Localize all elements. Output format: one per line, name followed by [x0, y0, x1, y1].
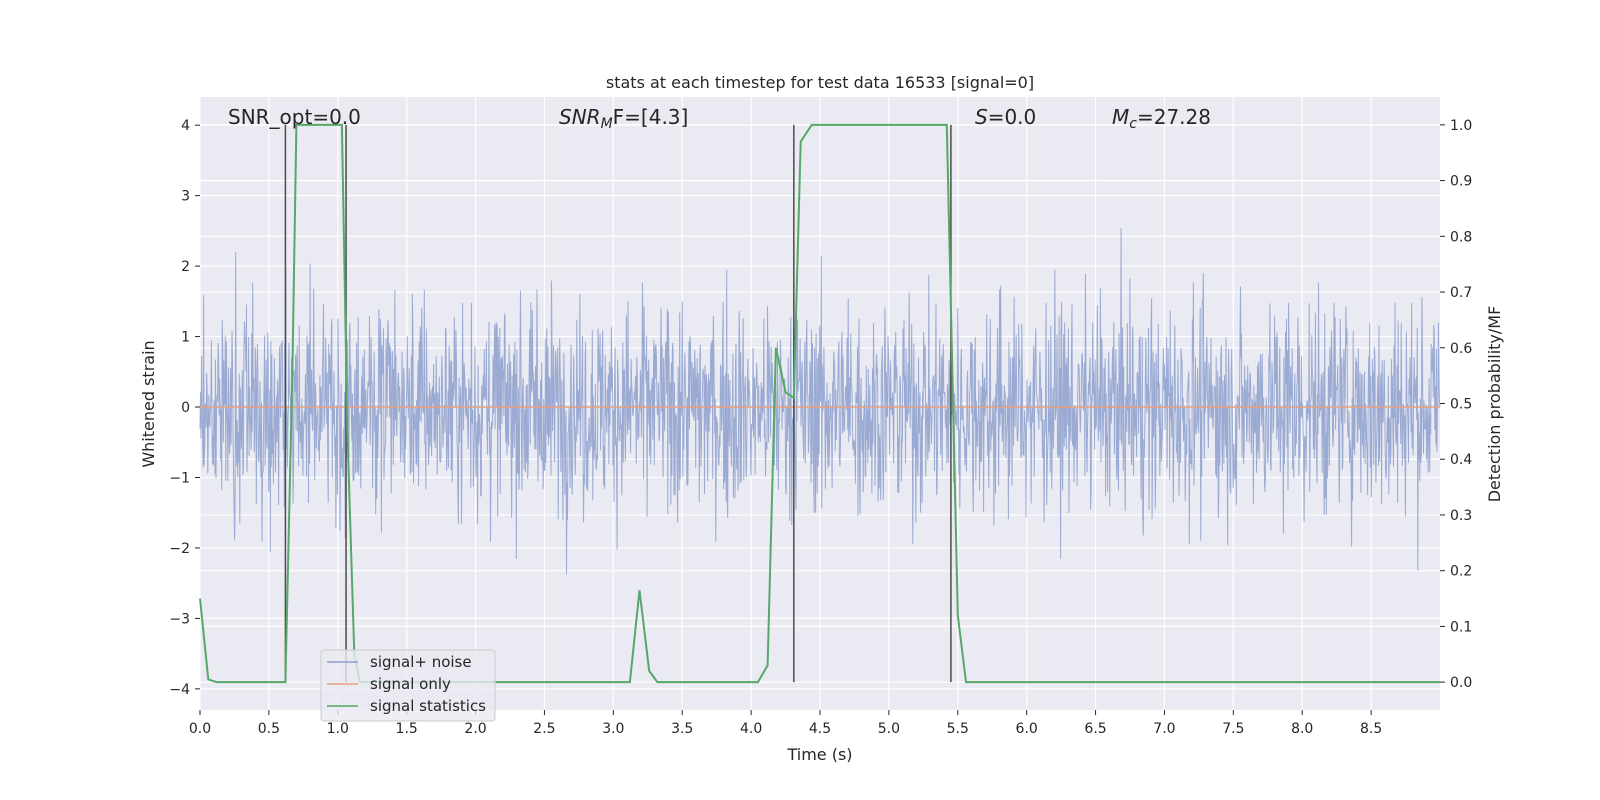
- y2-axis-label: Detection probability/MF: [1485, 306, 1504, 503]
- x-tick-label: 2.5: [533, 721, 555, 737]
- legend-label-noise: signal+ noise: [370, 653, 472, 671]
- legend-label-signal-statistics: signal statistics: [370, 697, 486, 715]
- x-tick-label: 1.5: [396, 721, 418, 737]
- x-tick-label: 6.0: [1016, 721, 1038, 737]
- x-tick-label: 0.0: [189, 721, 211, 737]
- x-tick-label: 6.5: [1084, 721, 1106, 737]
- signal-statistics-series: [199, 123, 1440, 684]
- y-axis-ticks: 4 3 2 1 0 −1 −2 −3 −4: [169, 118, 200, 698]
- x-tick-label: 4.5: [809, 721, 831, 737]
- y-tick-label: 1: [181, 330, 190, 346]
- legend-box: [320, 649, 496, 722]
- x-axis-ticks: 0.0 0.5 1.0 1.5 2.0 2.5 3.0 3.5 4.0 4.5 5.0 5.5 6.0 6…: [189, 710, 1382, 737]
- x-tick-label: 5.0: [878, 721, 900, 737]
- y2-tick-label: 0.3: [1450, 508, 1472, 524]
- x-tick-label: 7.5: [1222, 721, 1244, 737]
- noise-series: [199, 227, 1441, 575]
- y-tick-label: 0: [181, 400, 190, 416]
- snr-mf-sub: M: [601, 116, 613, 132]
- y2-tick-label: 0.8: [1450, 229, 1472, 245]
- y-tick-label: −4: [169, 682, 190, 698]
- s-value: =0.0: [988, 105, 1037, 129]
- y2-tick-label: 0.4: [1450, 452, 1472, 468]
- chart-title: stats at each timestep for test data 165…: [606, 73, 1034, 92]
- x-tick-label: 4.0: [740, 721, 762, 737]
- mc-value: =27.28: [1137, 105, 1211, 129]
- y2-tick-label: 0.6: [1450, 341, 1472, 357]
- noise-trace: [199, 227, 1441, 575]
- snr-mf-value: F=[4.3]: [613, 105, 689, 129]
- snr-mf-label: SNR: [559, 105, 601, 129]
- x-axis-label: Time (s): [786, 745, 852, 764]
- annotation-s: S=0.0: [975, 105, 1036, 129]
- y-tick-label: 2: [181, 259, 190, 275]
- y2-tick-label: 0.7: [1450, 285, 1472, 301]
- s-label: S: [975, 105, 988, 129]
- annotation-snr-mf: SNRMF=[4.3]: [559, 105, 688, 132]
- x-tick-label: 2.0: [464, 721, 486, 737]
- legend-label-signal-only: signal only: [370, 675, 451, 693]
- mc-sub: c: [1129, 116, 1137, 132]
- x-tick-label: 0.5: [258, 721, 280, 737]
- signal-statistics-line: [199, 123, 1440, 684]
- x-tick-label: 8.5: [1360, 721, 1382, 737]
- x-tick-label: 3.0: [602, 721, 624, 737]
- y2-tick-label: 0.2: [1450, 564, 1472, 580]
- y2-axis-ticks: 1.0 0.9 0.8 0.7 0.6 0.5 0.4 0.3 0.2 0.1 0.0: [1440, 118, 1472, 691]
- x-tick-label: 8.0: [1291, 721, 1313, 737]
- y-tick-label: −1: [169, 470, 190, 486]
- mc-label: M: [1112, 105, 1129, 129]
- legend: signal+ noise signal only signal statist…: [320, 649, 496, 722]
- y2-tick-label: 1.0: [1450, 118, 1472, 134]
- y2-tick-label: 0.5: [1450, 397, 1472, 413]
- y-tick-label: 4: [181, 118, 190, 134]
- y-tick-label: −2: [169, 541, 190, 557]
- x-tick-label: 5.5: [947, 721, 969, 737]
- y-tick-label: −3: [169, 611, 190, 627]
- y-tick-label: 3: [181, 189, 190, 205]
- x-tick-label: 7.0: [1153, 721, 1175, 737]
- y2-tick-label: 0.1: [1450, 619, 1472, 635]
- annotation-snr-opt: SNR_opt=0.0: [228, 105, 361, 129]
- y2-tick-label: 0.0: [1450, 675, 1472, 691]
- y2-tick-label: 0.9: [1450, 174, 1472, 190]
- x-tick-label: 3.5: [671, 721, 693, 737]
- annotation-mc: Mc=27.28: [1112, 105, 1211, 132]
- x-tick-label: 1.0: [327, 721, 349, 737]
- y-axis-label: Whitened strain: [139, 340, 158, 467]
